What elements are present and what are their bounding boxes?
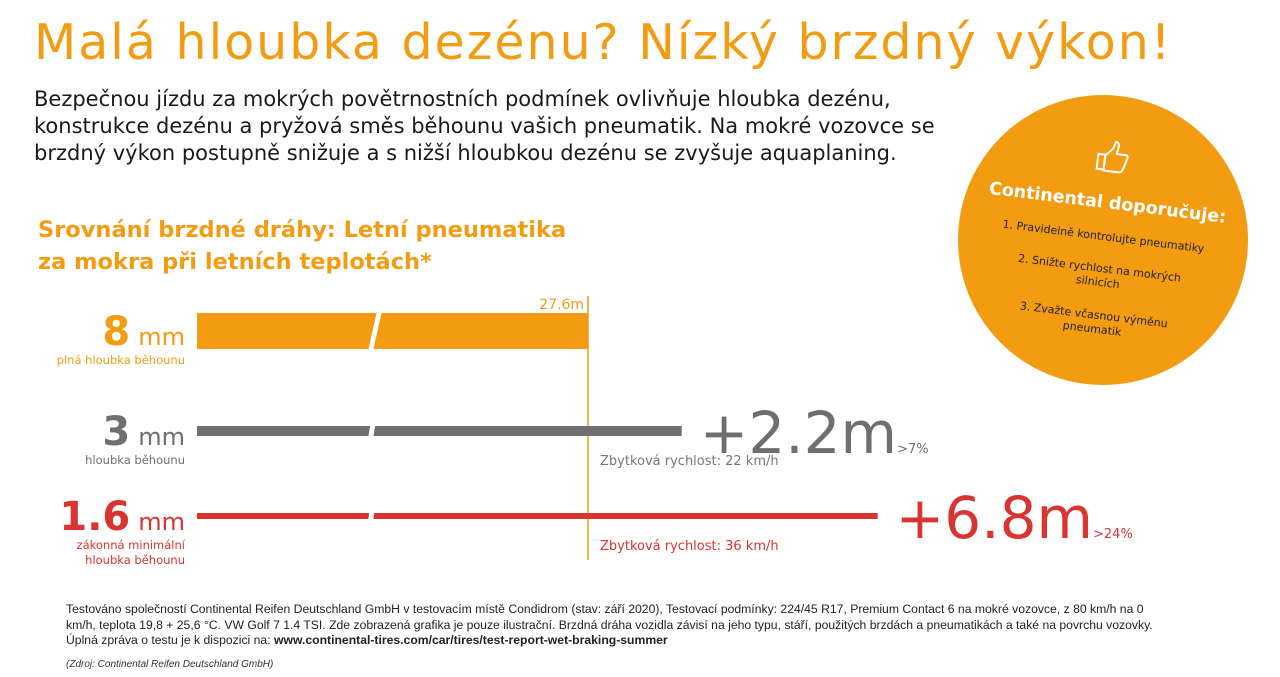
thumbs-up-icon <box>1095 140 1129 174</box>
extra-distance-label: +6.8m>24% <box>896 484 1133 552</box>
recommendation-item: 3. Zvažte včasnou výměnu pneumatik <box>1019 299 1169 339</box>
tread-depth-label: 1.6 mm <box>59 494 185 540</box>
depth-unit: mm <box>138 508 185 536</box>
bar-1-6mm <box>197 513 878 519</box>
recommendation-badge <box>958 95 1248 385</box>
tread-depth-label: 8 mm <box>102 309 185 355</box>
extra-distance-percent: >7% <box>897 442 929 457</box>
extra-distance-value: +2.2m <box>700 399 897 467</box>
extra-distance-percent: >24% <box>1093 527 1133 542</box>
braking-distance-chart: 27.6m 8 mm plná hloubka běhounu 3 mm hloubka b… <box>57 296 1133 567</box>
depth-value: 8 <box>102 309 130 355</box>
intro-paragraph: Bezpečnou jízdu za mokrých povětrnostníc… <box>34 87 935 165</box>
residual-speed-label: Zbytková rychlost: 36 km/h <box>600 539 779 554</box>
tread-depth-label: 3 mm <box>102 409 185 455</box>
page-title: Malá hloubka dezénu? Nízký brzdný výkon! <box>34 14 1173 71</box>
recommendation-content: Continental doporučuje: 1. Pravidelně ko… <box>941 78 1264 401</box>
footnote-text: Testováno společností Continental Reifen… <box>66 602 1153 647</box>
tread-depth-caption: hloubka běhounu <box>85 453 185 467</box>
axis-break-mark <box>368 511 375 521</box>
tread-depth-caption: zákonná minimální <box>77 538 186 552</box>
chart-title: Srovnání brzdné dráhy: Letní pneumatika … <box>38 214 638 278</box>
reference-value-label: 27.6m <box>539 297 584 313</box>
axis-break-mark <box>368 424 376 438</box>
depth-value: 1.6 <box>59 494 130 540</box>
chart-title-line-2: za mokra při letních teplotách* <box>38 249 432 275</box>
extra-distance-value: +6.8m <box>896 484 1093 552</box>
depth-unit: mm <box>138 423 185 451</box>
residual-speed-label: Zbytková rychlost: 22 km/h <box>600 454 779 469</box>
tread-depth-caption: plná hloubka běhounu <box>57 353 185 367</box>
source-note: (Zdroj: Continental Reifen Deutschland G… <box>66 659 274 670</box>
bar-3mm <box>197 426 682 436</box>
depth-value: 3 <box>102 409 130 455</box>
axis-break-mark <box>368 311 382 351</box>
depth-unit: mm <box>138 323 185 351</box>
extra-distance-label: +2.2m>7% <box>700 399 929 467</box>
report-link[interactable]: www.continental-tires.com/car/tires/test… <box>273 633 668 647</box>
bar-8mm <box>197 313 588 349</box>
tread-depth-caption: hloubka běhounu <box>85 553 185 567</box>
test-footnote: Testováno společností Continental Reifen… <box>66 602 1176 649</box>
recommendation-item: 2. Snižte rychlost na mokrých silnicích <box>1017 251 1182 292</box>
chart-title-line-1: Srovnání brzdné dráhy: Letní pneumatika <box>38 217 567 243</box>
